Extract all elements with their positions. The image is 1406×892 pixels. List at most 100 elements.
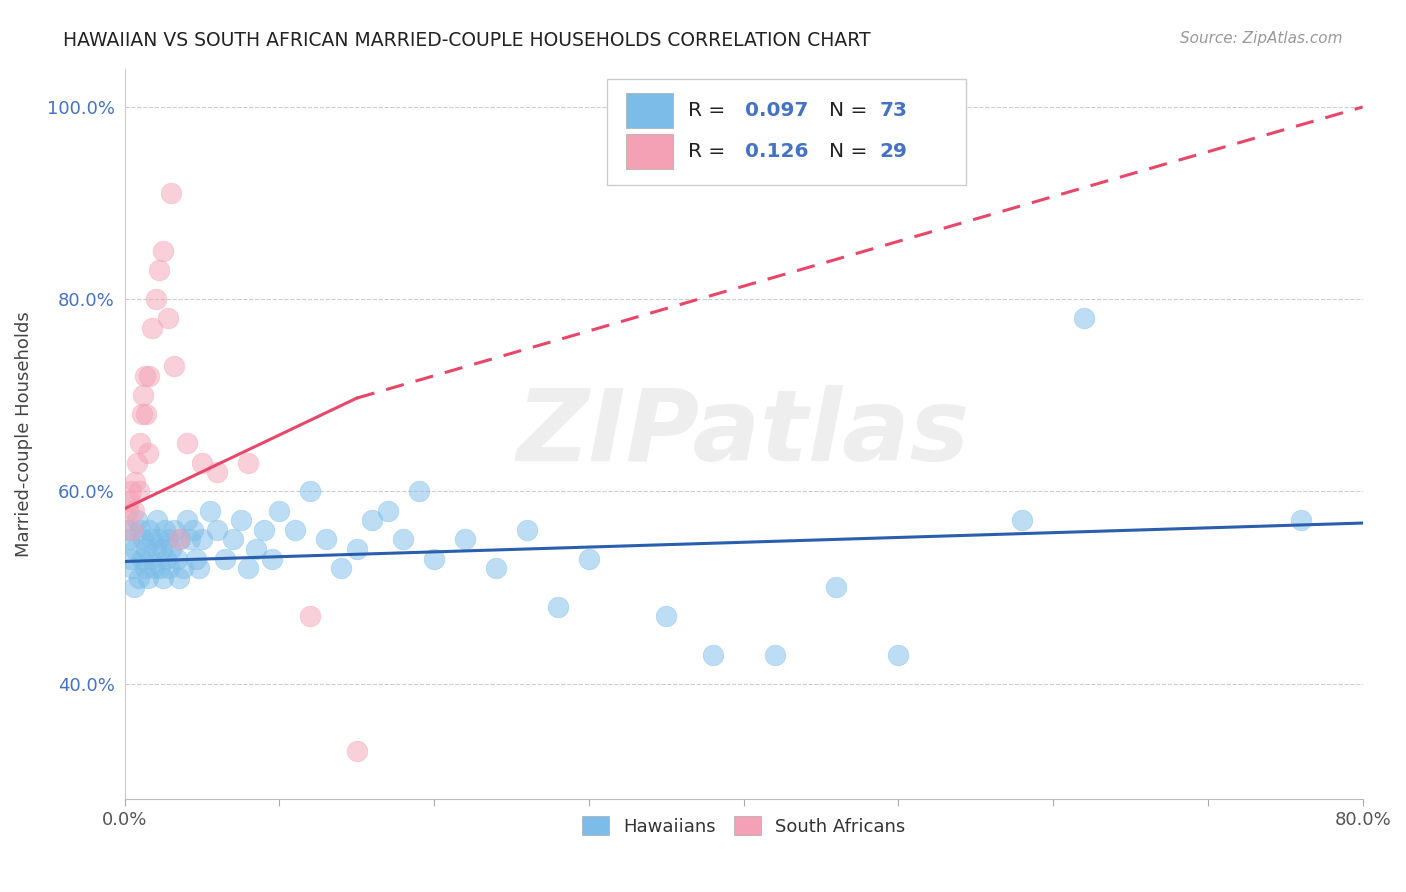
Point xyxy=(124,541,146,556)
Text: N =: N = xyxy=(830,142,873,161)
Point xyxy=(198,503,221,517)
Point xyxy=(122,503,145,517)
Text: ZIPatlas: ZIPatlas xyxy=(517,385,970,483)
Point xyxy=(131,408,153,422)
Point xyxy=(145,541,167,556)
Point xyxy=(172,561,194,575)
Point xyxy=(152,244,174,259)
Point xyxy=(191,456,214,470)
Point xyxy=(128,571,150,585)
Text: Source: ZipAtlas.com: Source: ZipAtlas.com xyxy=(1180,31,1343,46)
Point xyxy=(118,533,141,547)
Text: R =: R = xyxy=(688,142,738,161)
FancyBboxPatch shape xyxy=(626,93,673,128)
Point xyxy=(284,523,307,537)
Point xyxy=(152,571,174,585)
FancyBboxPatch shape xyxy=(607,79,966,186)
Point xyxy=(179,533,201,547)
Point xyxy=(167,571,190,585)
Point xyxy=(156,533,179,547)
Point xyxy=(825,581,848,595)
Point xyxy=(120,484,142,499)
Point xyxy=(141,321,163,335)
Point xyxy=(346,744,368,758)
Point xyxy=(160,186,183,201)
Point xyxy=(120,551,142,566)
Point xyxy=(238,456,260,470)
Point xyxy=(135,541,157,556)
Point xyxy=(253,523,276,537)
Point xyxy=(1289,513,1312,527)
Point xyxy=(187,561,209,575)
Point xyxy=(118,494,141,508)
Point xyxy=(134,369,156,384)
Point xyxy=(655,609,678,624)
Text: HAWAIIAN VS SOUTH AFRICAN MARRIED-COUPLE HOUSEHOLDS CORRELATION CHART: HAWAIIAN VS SOUTH AFRICAN MARRIED-COUPLE… xyxy=(63,31,870,50)
Point xyxy=(131,551,153,566)
Point xyxy=(181,523,204,537)
Point xyxy=(176,436,198,450)
Point xyxy=(238,561,260,575)
Point xyxy=(129,436,152,450)
Point xyxy=(163,523,186,537)
Point xyxy=(128,484,150,499)
Point xyxy=(117,523,139,537)
Point xyxy=(408,484,430,499)
Point xyxy=(148,533,170,547)
Text: 0.097: 0.097 xyxy=(745,101,808,120)
Point xyxy=(134,561,156,575)
Point xyxy=(485,561,508,575)
Point xyxy=(423,551,446,566)
Point xyxy=(159,561,181,575)
Point xyxy=(222,533,245,547)
Point xyxy=(163,359,186,374)
Point xyxy=(260,551,283,566)
Point xyxy=(125,456,148,470)
Point xyxy=(124,475,146,489)
Point xyxy=(136,571,159,585)
Point xyxy=(138,523,160,537)
Point xyxy=(207,465,229,479)
Point xyxy=(149,561,172,575)
Point xyxy=(763,648,786,662)
Point xyxy=(245,541,267,556)
Point xyxy=(122,581,145,595)
Point xyxy=(153,523,176,537)
Point xyxy=(229,513,252,527)
Y-axis label: Married-couple Households: Married-couple Households xyxy=(15,310,32,557)
Point xyxy=(299,484,322,499)
Text: 29: 29 xyxy=(880,142,908,161)
Point xyxy=(155,551,177,566)
Point xyxy=(169,533,191,547)
Point xyxy=(392,533,415,547)
Point xyxy=(377,503,399,517)
Point xyxy=(148,263,170,277)
Point xyxy=(1011,513,1033,527)
Point xyxy=(184,551,207,566)
Point xyxy=(125,513,148,527)
Point xyxy=(330,561,353,575)
Point xyxy=(139,551,162,566)
Point xyxy=(176,513,198,527)
Text: 0.126: 0.126 xyxy=(745,142,808,161)
Legend: Hawaiians, South Africans: Hawaiians, South Africans xyxy=(572,807,915,845)
Point xyxy=(315,533,337,547)
Point xyxy=(346,541,368,556)
Point xyxy=(132,388,155,402)
Point xyxy=(269,503,291,517)
Point xyxy=(132,533,155,547)
Point xyxy=(141,533,163,547)
Point xyxy=(454,533,477,547)
Point xyxy=(150,541,173,556)
Point xyxy=(136,446,159,460)
Point xyxy=(129,523,152,537)
Point xyxy=(299,609,322,624)
Point xyxy=(138,369,160,384)
Point xyxy=(578,551,600,566)
Point xyxy=(361,513,384,527)
Point xyxy=(547,599,569,614)
Point xyxy=(167,533,190,547)
Point xyxy=(516,523,538,537)
Point xyxy=(146,513,169,527)
Point xyxy=(191,533,214,547)
